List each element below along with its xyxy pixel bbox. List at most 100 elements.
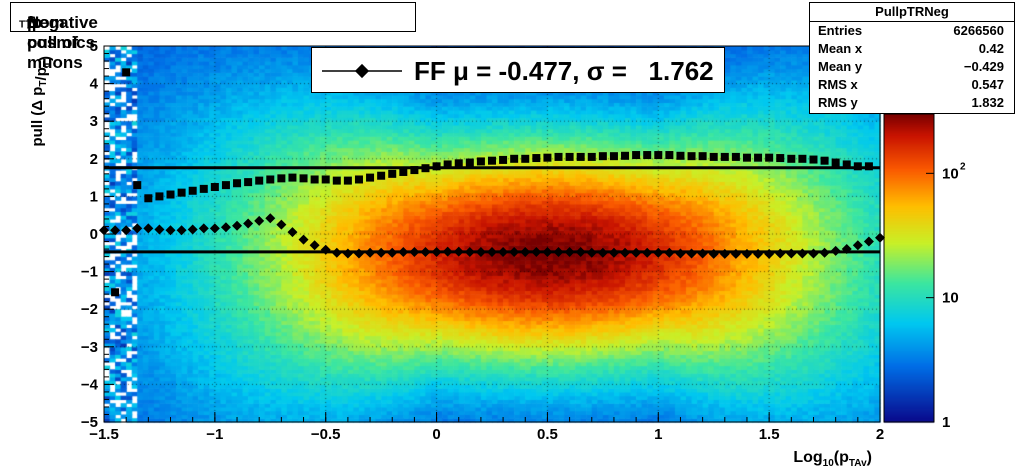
stats-row: Mean x 0.42 — [810, 40, 1014, 58]
mean-point — [220, 222, 231, 233]
mean-point — [531, 247, 542, 258]
mean-point — [487, 247, 497, 258]
sigma-point — [587, 152, 596, 161]
y-tick-label: −3 — [81, 339, 98, 356]
sigma-point — [443, 160, 452, 169]
mean-point — [287, 227, 298, 238]
sigma-point — [321, 175, 330, 184]
sigma-point — [332, 176, 341, 185]
sigma-point — [499, 155, 508, 164]
y-axis-label: pull (Δ pT/pT) — [29, 56, 54, 147]
mean-point — [464, 247, 475, 258]
sigma-point — [410, 166, 419, 175]
mean-point — [753, 248, 764, 259]
mean-point — [642, 247, 653, 258]
mean-point — [110, 225, 121, 236]
x-tick-label: 0.5 — [537, 426, 558, 443]
colorbar-label: 1 — [942, 414, 950, 431]
sigma-point — [687, 152, 696, 161]
sigma-point — [488, 156, 496, 165]
mean-point — [442, 246, 453, 257]
mean-point — [863, 236, 874, 247]
sigma-point — [510, 154, 519, 163]
y-tick-label: 2 — [90, 151, 98, 168]
sigma-point — [144, 194, 153, 203]
colorbar-label: 10 — [942, 165, 959, 182]
sigma-point — [199, 184, 208, 193]
sigma-point — [621, 151, 630, 160]
mean-point — [398, 247, 409, 258]
sigma-point — [122, 68, 131, 77]
sigma-point — [754, 153, 763, 162]
mean-point — [243, 218, 254, 229]
mean-point — [841, 244, 852, 255]
legend-marker-icon — [322, 63, 402, 79]
sigma-point — [111, 288, 120, 297]
chart-title: Negative pull of Δ p T/p T from cosmics mu… — [19, 13, 98, 72]
mean-point — [143, 223, 154, 234]
mean-point — [353, 248, 364, 259]
mean-point — [453, 246, 464, 257]
mean-point — [553, 247, 564, 258]
stats-row: RMS x 0.547 — [810, 76, 1014, 94]
mean-point — [121, 225, 132, 236]
plot-frame — [103, 45, 881, 423]
sigma-point — [698, 152, 707, 161]
mean-point — [653, 247, 664, 258]
sigma-point — [632, 151, 641, 160]
sigma-point — [233, 179, 242, 188]
mean-point — [741, 248, 752, 259]
mean-point — [431, 247, 442, 258]
sigma-point — [377, 171, 386, 180]
stats-key: Mean y — [818, 59, 863, 74]
mean-point — [664, 247, 675, 258]
sigma-point — [244, 178, 253, 187]
x-tick-label: −1.5 — [89, 426, 119, 443]
mean-point — [852, 240, 863, 251]
sigma-point — [554, 152, 563, 161]
y-tick-label: −5 — [81, 414, 98, 431]
mean-point — [387, 247, 398, 258]
mean-point — [686, 248, 697, 259]
y-tick-label: 0 — [90, 226, 98, 243]
y-tick-label: 1 — [90, 188, 98, 205]
sigma-point — [776, 154, 785, 163]
sigma-point — [166, 190, 175, 199]
stats-name: PullpTRNeg — [810, 3, 1014, 22]
sigma-point — [853, 162, 862, 171]
y-tick-label: −1 — [81, 264, 98, 281]
mean-point — [597, 247, 608, 258]
mean-point — [276, 219, 287, 230]
colorbar-frame — [883, 113, 935, 423]
stats-value: 0.42 — [978, 41, 1004, 56]
sigma-point — [598, 152, 607, 161]
stats-row: RMS y 1.832 — [810, 94, 1014, 112]
stats-value: 6266560 — [953, 23, 1004, 38]
mean-point — [498, 247, 509, 258]
sigma-point — [465, 158, 474, 167]
mean-point — [232, 220, 243, 231]
x-tick-label: −1 — [206, 426, 223, 443]
mean-point — [575, 247, 586, 258]
mean-point — [786, 248, 797, 259]
stats-key: RMS x — [818, 77, 858, 92]
sigma-point — [820, 156, 829, 165]
sigma-point — [798, 154, 807, 163]
sigma-point — [476, 157, 485, 166]
mean-point — [331, 247, 342, 258]
sigma-point — [255, 176, 264, 185]
sigma-point — [388, 169, 397, 178]
mean-point — [631, 247, 642, 258]
sigma-point — [842, 160, 851, 169]
mean-point — [797, 248, 808, 259]
mean-point — [775, 248, 786, 259]
mean-point — [608, 247, 619, 258]
sigma-point — [399, 167, 408, 176]
sigma-point — [731, 152, 740, 161]
mean-point — [564, 247, 575, 258]
mean-point — [176, 225, 187, 236]
sigma-point — [543, 153, 552, 162]
sigma-point — [354, 175, 363, 184]
sigma-point — [432, 162, 441, 171]
mean-point — [542, 247, 553, 258]
